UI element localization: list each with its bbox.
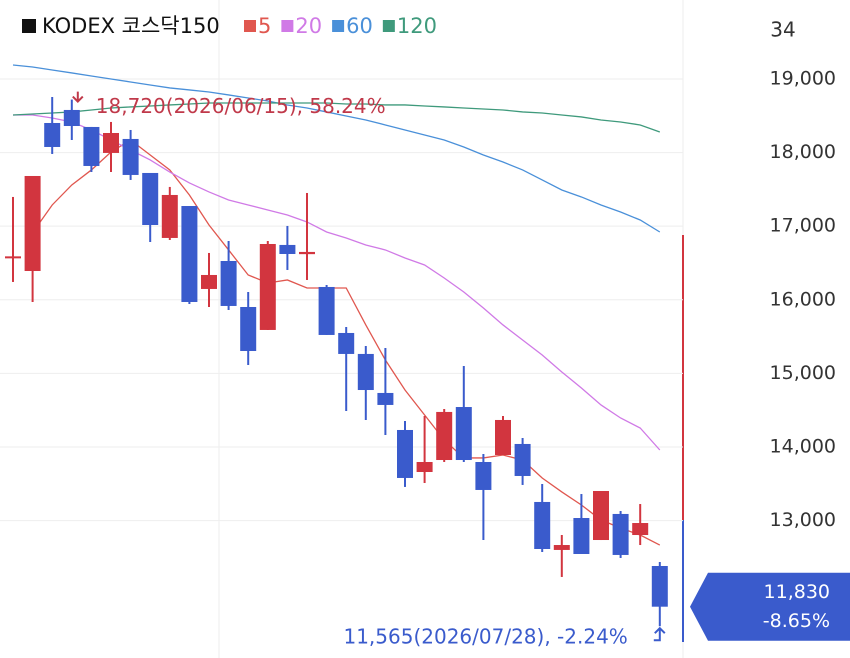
candle-body	[142, 172, 159, 226]
y-tick-label: 15,000	[770, 362, 836, 384]
candle-body	[220, 260, 237, 306]
corner-label: 34	[770, 18, 795, 42]
candle-body	[299, 251, 315, 255]
annotation: 18,720(2026/06/15), 58.24%	[96, 94, 386, 118]
candle-body	[455, 407, 472, 461]
legend-title: KODEX 코스닥150	[42, 14, 220, 38]
annotation-arrow	[653, 626, 666, 642]
legend-label: 20	[295, 14, 322, 38]
y-tick-label: 18,000	[770, 141, 836, 163]
candle-body	[632, 523, 649, 536]
ma-line	[12, 102, 661, 133]
candle-body	[357, 353, 374, 391]
candle-body	[103, 132, 119, 153]
candle-body	[416, 461, 433, 473]
ma-line	[12, 64, 661, 233]
candle-body	[279, 244, 296, 254]
candle-body	[181, 206, 198, 302]
y-tick-label: 16,000	[770, 288, 836, 310]
candle-body	[63, 109, 80, 127]
candle-body	[44, 122, 61, 147]
candle-body	[475, 461, 492, 490]
candle-body	[397, 429, 413, 478]
legend-label: 120	[397, 14, 437, 38]
candle-body	[259, 243, 276, 330]
legend-swatch	[382, 20, 395, 32]
candle-body	[122, 138, 139, 175]
legend-label: 60	[346, 14, 373, 38]
candle-body	[318, 286, 335, 335]
y-tick-label: 17,000	[770, 215, 836, 237]
candle-body	[5, 256, 21, 259]
candle-body	[338, 332, 355, 354]
candle-body	[553, 545, 570, 550]
legend-swatch	[22, 19, 36, 33]
y-tick-label: 19,000	[770, 67, 836, 89]
legend-swatch	[244, 20, 256, 32]
legend-swatch	[332, 20, 345, 32]
candle-body	[377, 392, 394, 405]
legend-swatch	[281, 20, 294, 32]
candle-body	[24, 175, 41, 272]
legend: KODEX 코스닥150	[22, 14, 220, 38]
candle-body	[514, 443, 531, 476]
candle-body	[161, 194, 178, 238]
price-tag-change: -8.65%	[763, 610, 830, 632]
y-tick-label: 14,000	[770, 435, 836, 457]
ma-line	[13, 114, 661, 451]
candle-body	[612, 513, 629, 555]
legend-label: 5	[258, 14, 271, 38]
candle-body	[651, 565, 668, 607]
candle-body	[436, 411, 453, 461]
candle-body	[495, 419, 511, 456]
candle-body	[593, 490, 609, 541]
candle-body	[573, 518, 590, 555]
price-tag-value: 11,830	[764, 581, 830, 603]
price-tag	[690, 572, 850, 641]
candle-body	[83, 126, 100, 166]
candle-body	[240, 306, 257, 352]
candle-body	[201, 274, 217, 289]
annotation: 11,565(2026/07/28), -2.24%	[343, 625, 627, 649]
annotation-arrow	[72, 91, 84, 103]
candle-body	[534, 501, 551, 549]
y-tick-label: 13,000	[770, 509, 836, 531]
